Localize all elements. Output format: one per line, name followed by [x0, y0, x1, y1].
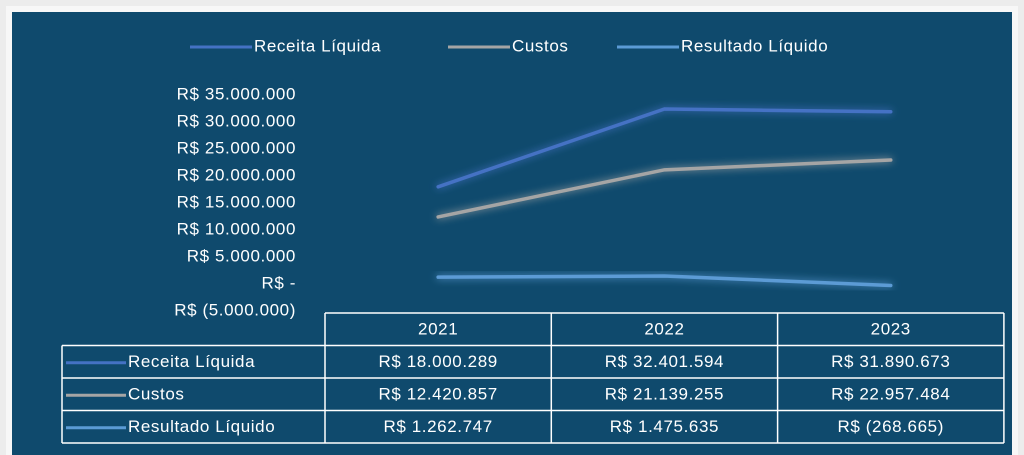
y-tick-label: R$ (5.000.000) [174, 300, 296, 319]
series-line [436, 274, 893, 288]
x-tick-label: 2021 [418, 320, 458, 339]
legend-label: Receita Líquida [254, 36, 381, 55]
y-tick-label: R$ 25.000.000 [177, 138, 296, 157]
table-cell: R$ 1.475.635 [610, 417, 719, 436]
table-cell: R$ 31.890.673 [831, 352, 950, 371]
table-cell: R$ 1.262.747 [384, 417, 493, 436]
y-tick-label: R$ 10.000.000 [177, 219, 296, 238]
y-tick-label: R$ 30.000.000 [177, 111, 296, 130]
table-cell: R$ 12.420.857 [378, 385, 497, 404]
legend-label: Custos [512, 36, 569, 55]
y-tick-label: R$ 5.000.000 [187, 246, 296, 265]
table-cell: R$ 18.000.289 [378, 352, 497, 371]
x-tick-label: 2022 [644, 320, 684, 339]
table-series-name: Receita Líquida [128, 352, 255, 371]
table-cell: R$ 21.139.255 [605, 385, 724, 404]
y-tick-label: R$ 20.000.000 [177, 165, 296, 184]
table-series-name: Resultado Líquido [128, 417, 275, 436]
y-tick-label: R$ 15.000.000 [177, 192, 296, 211]
table-cell: R$ 22.957.484 [831, 385, 950, 404]
x-tick-label: 2023 [871, 320, 911, 339]
table-cell: R$ 32.401.594 [605, 352, 724, 371]
table-series-name: Custos [128, 385, 185, 404]
series-line [436, 107, 893, 189]
series-line [436, 158, 893, 219]
chart-area [12, 12, 1012, 455]
table-cell: R$ (268.665) [838, 417, 944, 436]
y-tick-label: R$ - [261, 273, 296, 292]
y-tick-label: R$ 35.000.000 [177, 84, 296, 103]
legend-label: Resultado Líquido [681, 36, 828, 55]
